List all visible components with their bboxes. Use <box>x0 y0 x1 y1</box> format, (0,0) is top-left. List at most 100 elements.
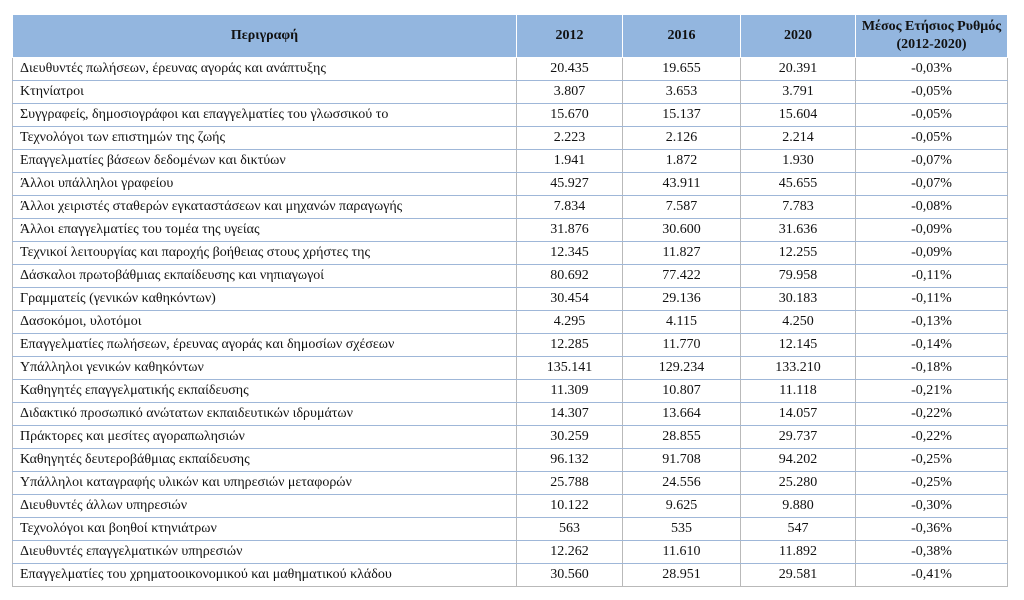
table-row: Δασοκόμοι, υλοτόμοι 4.295 4.115 4.250 -0,13% <box>12 310 1008 334</box>
header-2016: 2016 <box>622 14 741 58</box>
cell-annual-rate: -0,14% <box>855 333 1008 357</box>
cell-2012: 10.122 <box>516 494 623 518</box>
cell-description: Άλλοι υπάλληλοι γραφείου <box>12 172 517 196</box>
cell-2012: 11.309 <box>516 379 623 403</box>
cell-description: Επαγγελματίες του χρηματοοικονομικού και… <box>12 563 517 587</box>
cell-2012: 12.262 <box>516 540 623 564</box>
cell-description: Διευθυντές πωλήσεων, έρευνας αγοράς και … <box>12 57 517 81</box>
cell-description: Κτηνίατροι <box>12 80 517 104</box>
cell-2016: 11.610 <box>622 540 741 564</box>
header-description: Περιγραφή <box>12 14 517 58</box>
cell-2016: 91.708 <box>622 448 741 472</box>
table-row: Καθηγητές δευτεροβάθμιας εκπαίδευσης 96.1… <box>12 448 1008 472</box>
cell-2012: 25.788 <box>516 471 623 495</box>
cell-2016: 19.655 <box>622 57 741 81</box>
cell-description: Δάσκαλοι πρωτοβάθμιας εκπαίδευσης και νη… <box>12 264 517 288</box>
table-row: Διδακτικό προσωπικό ανώτατων εκπαιδευτικ… <box>12 402 1008 426</box>
cell-2016: 15.137 <box>622 103 741 127</box>
table-row: Επαγγελματίες του χρηματοοικονομικού και… <box>12 563 1008 587</box>
cell-2020: 30.183 <box>740 287 856 311</box>
cell-2020: 79.958 <box>740 264 856 288</box>
cell-2020: 11.892 <box>740 540 856 564</box>
cell-2012: 135.141 <box>516 356 623 380</box>
header-annual-rate: Μέσος Ετήσιος Ρυθμός (2012-2020) <box>855 14 1008 58</box>
cell-2012: 12.285 <box>516 333 623 357</box>
table-row: Συγγραφείς, δημοσιογράφοι και επαγγελματ… <box>12 103 1008 127</box>
cell-annual-rate: -0,22% <box>855 402 1008 426</box>
cell-2012: 12.345 <box>516 241 623 265</box>
cell-2020: 4.250 <box>740 310 856 334</box>
table-row: Άλλοι χειριστές σταθερών εγκαταστάσεων κ… <box>12 195 1008 219</box>
cell-description: Διευθυντές επαγγελματικών υπηρεσιών <box>12 540 517 564</box>
cell-2016: 11.770 <box>622 333 741 357</box>
cell-2016: 29.136 <box>622 287 741 311</box>
cell-2016: 1.872 <box>622 149 741 173</box>
cell-annual-rate: -0,11% <box>855 287 1008 311</box>
header-2020: 2020 <box>740 14 856 58</box>
table-row: Επαγγελματίες πωλήσεων, έρευνας αγοράς κ… <box>12 333 1008 357</box>
cell-description: Καθηγητές δευτεροβάθμιας εκπαίδευσης <box>12 448 517 472</box>
cell-2012: 31.876 <box>516 218 623 242</box>
table-row: Κτηνίατροι 3.807 3.653 3.791 -0,05% <box>12 80 1008 104</box>
table-body: Διευθυντές πωλήσεων, έρευνας αγοράς και … <box>12 57 1008 587</box>
cell-2012: 80.692 <box>516 264 623 288</box>
cell-2020: 133.210 <box>740 356 856 380</box>
cell-description: Τεχνολόγοι και βοηθοί κτηνιάτρων <box>12 517 517 541</box>
table-row: Άλλοι υπάλληλοι γραφείου 45.927 43.911 45.6… <box>12 172 1008 196</box>
cell-2020: 547 <box>740 517 856 541</box>
cell-2020: 29.737 <box>740 425 856 449</box>
cell-2012: 3.807 <box>516 80 623 104</box>
table-row: Γραμματείς (γενικών καθηκόντων) 30.454 29.… <box>12 287 1008 311</box>
cell-annual-rate: -0,09% <box>855 218 1008 242</box>
cell-2020: 1.930 <box>740 149 856 173</box>
cell-2016: 3.653 <box>622 80 741 104</box>
cell-annual-rate: -0,07% <box>855 172 1008 196</box>
cell-annual-rate: -0,07% <box>855 149 1008 173</box>
cell-annual-rate: -0,09% <box>855 241 1008 265</box>
cell-2020: 94.202 <box>740 448 856 472</box>
cell-2020: 29.581 <box>740 563 856 587</box>
cell-description: Άλλοι επαγγελματίες του τομέα της υγείας <box>12 218 517 242</box>
cell-2012: 563 <box>516 517 623 541</box>
cell-annual-rate: -0,11% <box>855 264 1008 288</box>
cell-annual-rate: -0,25% <box>855 471 1008 495</box>
table-header: Περιγραφή 2012 2016 2020 Μέσος Ετήσιος Ρ… <box>12 14 1008 58</box>
cell-2012: 14.307 <box>516 402 623 426</box>
cell-2012: 15.670 <box>516 103 623 127</box>
cell-annual-rate: -0,22% <box>855 425 1008 449</box>
cell-2016: 11.827 <box>622 241 741 265</box>
cell-2020: 20.391 <box>740 57 856 81</box>
cell-2012: 4.295 <box>516 310 623 334</box>
data-table-container: Περιγραφή 2012 2016 2020 Μέσος Ετήσιος Ρ… <box>12 14 1008 587</box>
cell-2012: 96.132 <box>516 448 623 472</box>
cell-description: Διευθυντές άλλων υπηρεσιών <box>12 494 517 518</box>
cell-description: Επαγγελματίες πωλήσεων, έρευνας αγοράς κ… <box>12 333 517 357</box>
cell-description: Γραμματείς (γενικών καθηκόντων) <box>12 287 517 311</box>
cell-2016: 13.664 <box>622 402 741 426</box>
cell-annual-rate: -0,13% <box>855 310 1008 334</box>
cell-2016: 77.422 <box>622 264 741 288</box>
cell-annual-rate: -0,25% <box>855 448 1008 472</box>
cell-2016: 2.126 <box>622 126 741 150</box>
cell-2020: 2.214 <box>740 126 856 150</box>
cell-2020: 45.655 <box>740 172 856 196</box>
cell-description: Επαγγελματίες βάσεων δεδομένων και δικτύ… <box>12 149 517 173</box>
cell-2016: 30.600 <box>622 218 741 242</box>
cell-description: Τεχνολόγοι των επιστημών της ζωής <box>12 126 517 150</box>
table-row: Δάσκαλοι πρωτοβάθμιας εκπαίδευσης και νη… <box>12 264 1008 288</box>
cell-2020: 15.604 <box>740 103 856 127</box>
cell-annual-rate: -0,05% <box>855 80 1008 104</box>
cell-2012: 30.259 <box>516 425 623 449</box>
cell-description: Τεχνικοί λειτουργίας και παροχής βοήθεια… <box>12 241 517 265</box>
cell-2012: 1.941 <box>516 149 623 173</box>
cell-2012: 7.834 <box>516 195 623 219</box>
cell-2020: 25.280 <box>740 471 856 495</box>
cell-2020: 12.145 <box>740 333 856 357</box>
table-row: Διευθυντές πωλήσεων, έρευνας αγοράς και … <box>12 57 1008 81</box>
cell-2016: 129.234 <box>622 356 741 380</box>
cell-annual-rate: -0,18% <box>855 356 1008 380</box>
cell-2012: 30.454 <box>516 287 623 311</box>
table-row: Τεχνικοί λειτουργίας και παροχής βοήθεια… <box>12 241 1008 265</box>
cell-description: Υπάλληλοι καταγραφής υλικών και υπηρεσιώ… <box>12 471 517 495</box>
cell-2016: 28.855 <box>622 425 741 449</box>
